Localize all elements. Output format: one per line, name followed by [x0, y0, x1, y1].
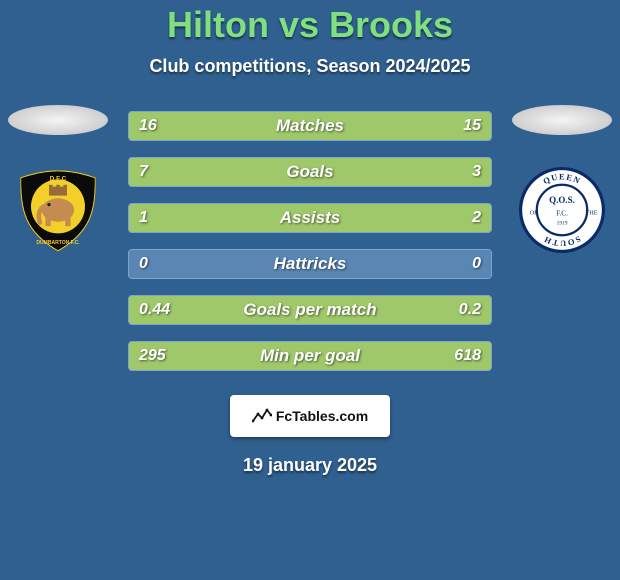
left-column: D F C DUMBARTON F.C. [8, 105, 108, 255]
svg-text:Q.O.S.: Q.O.S. [549, 195, 575, 205]
date-text: 19 january 2025 [0, 455, 620, 476]
svg-text:DUMBARTON F.C.: DUMBARTON F.C. [36, 240, 80, 246]
bar-value-right: 0 [472, 250, 481, 278]
bar-fill-left [129, 112, 316, 140]
stat-bar: 0.440.2Goals per match [128, 295, 492, 325]
chart-icon [252, 407, 272, 425]
stat-bar: 73Goals [128, 157, 492, 187]
bar-value-left: 0.44 [139, 296, 170, 324]
brand-pill[interactable]: FcTables.com [230, 395, 390, 437]
brand-text: FcTables.com [276, 408, 368, 424]
bar-value-right: 3 [472, 158, 481, 186]
svg-text:D F C: D F C [50, 175, 67, 182]
bar-value-left: 7 [139, 158, 148, 186]
page-title: Hilton vs Brooks [0, 4, 620, 46]
bar-value-left: 0 [139, 250, 148, 278]
page-subtitle: Club competitions, Season 2024/2025 [0, 56, 620, 77]
stat-bar: 12Assists [128, 203, 492, 233]
comparison-card: Hilton vs Brooks Club competitions, Seas… [0, 0, 620, 580]
dumbarton-crest: D F C DUMBARTON F.C. [8, 165, 108, 255]
stat-bar: 295618Min per goal [128, 341, 492, 371]
bar-value-right: 618 [454, 342, 481, 370]
bar-value-right: 0.2 [459, 296, 481, 324]
left-player-photo [8, 105, 108, 135]
right-column: Q.O.S. F.C. 1919 QUEEN SOUTH OF THE [512, 105, 612, 255]
bar-value-right: 15 [463, 112, 481, 140]
bar-fill-right [250, 204, 491, 232]
queen-of-the-south-crest: Q.O.S. F.C. 1919 QUEEN SOUTH OF THE [512, 165, 612, 255]
svg-text:F.C.: F.C. [556, 209, 568, 217]
svg-text:1919: 1919 [557, 220, 568, 226]
bar-label: Hattricks [129, 250, 491, 278]
svg-text:OF: OF [530, 210, 539, 217]
svg-text:THE: THE [585, 210, 597, 217]
bar-fill-left [129, 158, 382, 186]
stat-bar: 1615Matches [128, 111, 492, 141]
bar-value-right: 2 [472, 204, 481, 232]
bar-value-left: 295 [139, 342, 166, 370]
columns: D F C DUMBARTON F.C. 1615Matches73Goals1… [0, 105, 620, 371]
stat-bars: 1615Matches73Goals12Assists00Hattricks0.… [128, 105, 492, 371]
bar-value-left: 1 [139, 204, 148, 232]
right-player-photo [512, 105, 612, 135]
bar-value-left: 16 [139, 112, 157, 140]
stat-bar: 0 0Hattricks [128, 249, 492, 279]
